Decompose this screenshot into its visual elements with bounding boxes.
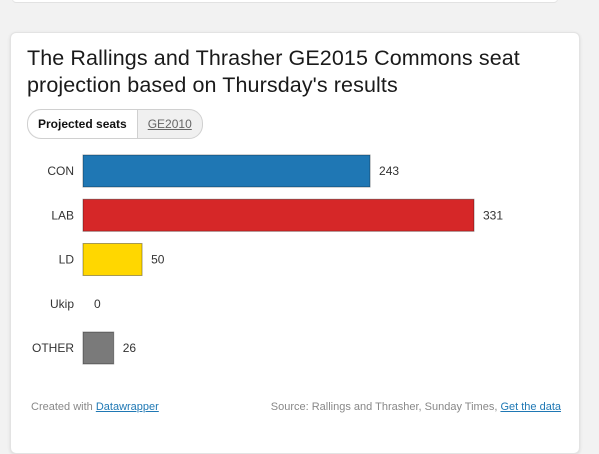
footer-credit: Created with Datawrapper — [31, 401, 159, 413]
bar-ld — [82, 243, 143, 276]
source-text: Source: Rallings and Thrasher, Sunday Ti… — [270, 401, 498, 413]
view-toggle: Projected seats GE2010 — [27, 109, 203, 139]
value-label-ukip: 0 — [94, 297, 101, 311]
footer-created-text: Created with — [31, 401, 93, 413]
get-the-data-link[interactable]: Get the data — [500, 401, 561, 413]
tab-projected-seats[interactable]: Projected seats — [28, 110, 138, 138]
value-label-con: 243 — [379, 164, 399, 178]
chart-card: The Rallings and Thrasher GE2015 Commons… — [10, 32, 580, 454]
value-label-ld: 50 — [151, 253, 165, 267]
chart-title: The Rallings and Thrasher GE2015 Commons… — [27, 46, 520, 97]
category-label-con: CON — [47, 164, 74, 178]
bar-lab — [82, 198, 475, 232]
datawrapper-link[interactable]: Datawrapper — [95, 401, 159, 413]
previous-card-edge — [12, 0, 558, 3]
bar-other — [82, 331, 115, 365]
tab-ge2010[interactable]: GE2010 — [147, 117, 192, 131]
category-label-ukip: Ukip — [50, 297, 74, 311]
bar-chart: CON 243 LAB 331 LD 50 Ukip 0 OTHER 26 — [32, 154, 503, 365]
value-label-lab: 331 — [483, 208, 503, 222]
category-label-lab: LAB — [51, 208, 74, 222]
footer-source: Source: Rallings and Thrasher, Sunday Ti… — [271, 401, 561, 413]
category-label-ld: LD — [59, 253, 75, 267]
bar-con — [82, 154, 371, 188]
value-label-other: 26 — [123, 341, 137, 355]
category-label-other: OTHER — [32, 341, 74, 355]
